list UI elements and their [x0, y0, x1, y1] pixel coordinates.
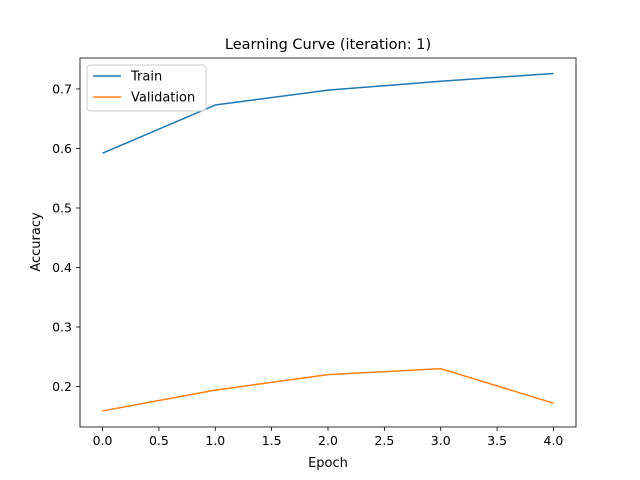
y-tick-label: 0.5: [52, 200, 72, 215]
x-axis-label: Epoch: [308, 456, 348, 471]
legend-label-validation: Validation: [131, 91, 195, 106]
x-tick-label: 0.0: [93, 433, 113, 448]
x-tick-label: 1.0: [205, 433, 225, 448]
axes-layer: 0.0 0.5 1.0 1.5 2.0 2.5 3.0 3.5 4.0 0.2 0.3 0.4 0.5 0…: [52, 57, 577, 448]
series-line-train: [102, 72, 554, 154]
y-axis-label: Accuracy: [29, 212, 44, 272]
x-tick-label: 3.5: [487, 433, 507, 448]
y-tick-label: 0.4: [52, 260, 72, 275]
legend-label-train: Train: [130, 70, 162, 85]
y-tick-label: 0.3: [52, 320, 72, 335]
y-tick-label: 0.2: [52, 379, 72, 394]
chart-title: Learning Curve (iteration: 1): [225, 37, 431, 53]
series-line-validation: [102, 367, 554, 412]
y-tick-label: 0.6: [52, 141, 72, 156]
x-tick-label: 0.5: [149, 433, 169, 448]
series-layer: [102, 72, 554, 412]
x-tick-label: 4.0: [544, 433, 564, 448]
y-tick-label: 0.7: [52, 81, 72, 96]
legend: Train Validation: [86, 64, 207, 112]
x-tick-label: 2.5: [374, 433, 394, 448]
x-tick-label: 1.5: [262, 433, 282, 448]
x-tick-label: 3.0: [431, 433, 451, 448]
x-tick-label: 2.0: [318, 433, 338, 448]
